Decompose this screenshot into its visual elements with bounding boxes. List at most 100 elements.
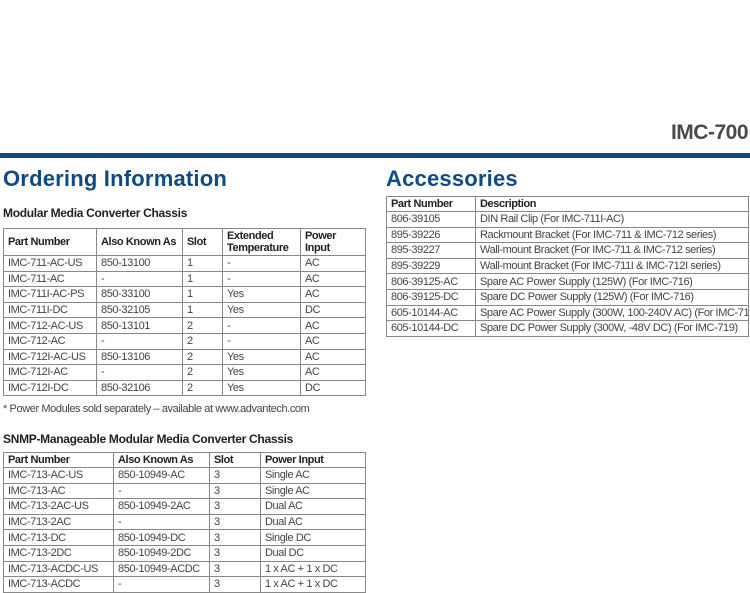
table-row: IMC-711-AC -1- AC: [3, 270, 366, 288]
table-cell: 850-13106: [96, 348, 183, 366]
table-row: IMC-712I-DC 850-32106 2 Yes DC: [3, 379, 366, 397]
table-row: 806-39125-AC Spare AC Power Supply (125W)…: [386, 273, 749, 290]
table-cell: 1 x AC + 1 x DC: [260, 576, 366, 593]
table-cell: DC: [300, 301, 366, 319]
table-cell: Yes: [222, 286, 301, 303]
table-row: IMC-713-AC -3 Single AC: [3, 482, 366, 500]
table-cell: AC: [300, 270, 366, 288]
accessories-table: Part Number Description 806-39105 DIN Rail …: [386, 196, 749, 337]
table-cell: 806-39125-AC: [386, 273, 476, 290]
table-cell: 1 x AC + 1 x DC: [260, 560, 366, 578]
table-row: IMC-713-DC 850-10949-DC 3 Single DC: [3, 529, 366, 546]
column-header: Power Input: [260, 452, 366, 468]
product-title: IMC-700: [670, 121, 749, 144]
table-cell: 2: [182, 332, 223, 350]
table-cell: 1: [182, 286, 223, 303]
modular-title: Modular Media Converter Chassis: [3, 206, 188, 220]
table-cell: IMC-713-ACDC-US: [3, 560, 114, 578]
table-row: IMC-712I-AC-US 850-13106 2 Yes AC: [3, 348, 366, 366]
table-cell: 3: [209, 576, 261, 593]
table-cell: IMC-713-AC-US: [3, 467, 114, 484]
table-cell: IMC-713-AC: [3, 482, 114, 500]
table-cell: 850-33100: [96, 286, 183, 303]
table-cell: -: [96, 332, 183, 350]
table-cell: 2: [182, 379, 223, 397]
table-cell: 2: [182, 317, 223, 334]
table-cell: -: [222, 332, 301, 350]
table-cell: Yes: [222, 364, 301, 381]
table-cell: IMC-713-2AC-US: [3, 498, 114, 515]
table-cell: IMC-713-2AC: [3, 513, 114, 531]
table-row: 806-39125-DC Spare DC Power Supply (125W)…: [386, 288, 749, 306]
table-cell: AC: [300, 255, 366, 272]
column-header: Also Known As: [96, 228, 183, 256]
table-cell: 3: [209, 513, 261, 531]
table-cell: -: [113, 513, 210, 531]
table-cell: -: [113, 482, 210, 500]
table-cell: Spare AC Power Supply (300W, 100-240V AC…: [475, 304, 749, 322]
table-cell: Yes: [222, 379, 301, 397]
footnote: * Power Modules sold separately – availa…: [3, 403, 310, 415]
table-cell: Spare DC Power Supply (300W, -48V DC) (F…: [475, 320, 749, 337]
table-cell: 895-39229: [386, 257, 476, 275]
table-cell: -: [222, 270, 301, 288]
table-cell: 2: [182, 364, 223, 381]
header-row: Part Number Also Known As Slot Power Input: [3, 452, 366, 468]
table-cell: IMC-711-AC-US: [3, 255, 97, 272]
table-cell: 850-10949-AC: [113, 467, 210, 484]
table-cell: IMC-713-DC: [3, 529, 114, 546]
ordering-title: Ordering Information: [3, 166, 227, 191]
table-cell: IMC-712I-DC: [3, 379, 97, 397]
table-cell: 605-10144-DC: [386, 320, 476, 337]
table-row: 895-39226 Rackmount Bracket (For IMC-711 …: [386, 226, 749, 244]
table-cell: 1: [182, 301, 223, 319]
table-cell: 3: [209, 544, 261, 562]
table-cell: Rackmount Bracket (For IMC-711 & IMC-712…: [475, 226, 749, 244]
table-row: IMC-711I-AC-PS 850-33100 1 Yes AC: [3, 286, 366, 303]
table-cell: Single AC: [260, 467, 366, 484]
table-cell: 850-10949-DC: [113, 529, 210, 546]
table-cell: IMC-712-AC: [3, 332, 97, 350]
table-cell: 806-39125-DC: [386, 288, 476, 306]
snmp-table: Part Number Also Known As Slot Power Input I…: [3, 452, 366, 593]
column-header: Extended Temperature: [222, 228, 301, 256]
table-cell: IMC-712I-AC-US: [3, 348, 97, 366]
table-cell: IMC-711I-AC-PS: [3, 286, 97, 303]
header-divider: [0, 153, 750, 158]
table-row: IMC-713-ACDC -3 1 x AC + 1 x DC: [3, 576, 366, 593]
table-cell: AC: [300, 286, 366, 303]
table-cell: -: [113, 576, 210, 593]
table-cell: AC: [300, 348, 366, 366]
table-row: IMC-711I-DC 850-32105 1 Yes DC: [3, 301, 366, 319]
column-header: Part Number: [3, 228, 97, 256]
table-cell: 895-39226: [386, 226, 476, 244]
table-cell: 3: [209, 498, 261, 515]
table-cell: DIN Rail Clip (For IMC-711I-AC): [475, 211, 749, 228]
table-cell: AC: [300, 364, 366, 381]
header-row: Part Number Also Known As Slot Extended Tem…: [3, 228, 366, 256]
table-cell: AC: [300, 317, 366, 334]
table-cell: Spare AC Power Supply (125W) (For IMC-71…: [475, 273, 749, 290]
table-cell: -: [96, 364, 183, 381]
modular-table: Part Number Also Known As Slot Extended Tem…: [3, 228, 366, 397]
table-cell: 850-13101: [96, 317, 183, 334]
table-cell: 3: [209, 467, 261, 484]
table-cell: 1: [182, 270, 223, 288]
table-cell: 850-13100: [96, 255, 183, 272]
table-cell: Dual AC: [260, 513, 366, 531]
table-cell: IMC-711I-DC: [3, 301, 97, 319]
table-cell: Yes: [222, 348, 301, 366]
table-cell: 850-10949-ACDC: [113, 560, 210, 578]
table-row: 806-39105 DIN Rail Clip (For IMC-711I-AC): [386, 211, 749, 228]
table-row: IMC-712-AC -2- AC: [3, 332, 366, 350]
table-cell: IMC-712-AC-US: [3, 317, 97, 334]
table-cell: IMC-711-AC: [3, 270, 97, 288]
table-cell: DC: [300, 379, 366, 397]
table-row: IMC-713-2AC -3 Dual AC: [3, 513, 366, 531]
table-cell: IMC-712I-AC: [3, 364, 97, 381]
column-header: Slot: [182, 228, 223, 256]
table-cell: IMC-713-2DC: [3, 544, 114, 562]
table-cell: 1: [182, 255, 223, 272]
header-row: Part Number Description: [386, 196, 749, 212]
table-cell: 3: [209, 529, 261, 546]
